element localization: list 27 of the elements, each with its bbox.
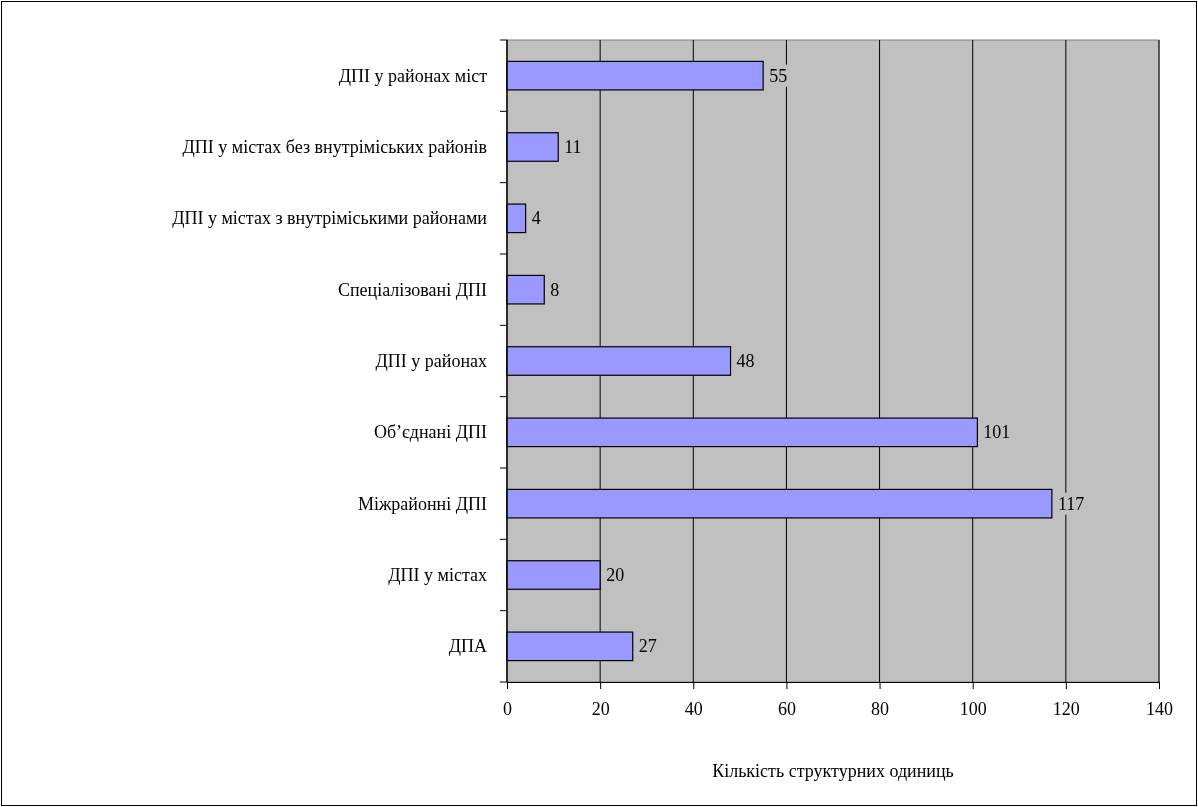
x-tick-label: 20 (591, 699, 610, 720)
data-label: 27 (638, 636, 657, 657)
y-tick-label: ДПІ у містах без внутріміських районів (182, 137, 487, 157)
y-tick-label: Міжрайонні ДПІ (357, 493, 487, 514)
x-tick-label: 80 (871, 699, 890, 720)
data-label: 55 (769, 65, 788, 86)
data-label: 48 (736, 351, 755, 371)
data-label: 117 (1057, 493, 1085, 514)
x-tick-label: 120 (1052, 699, 1080, 720)
x-tick-label: 100 (959, 699, 987, 720)
x-tick-label: 40 (684, 699, 703, 720)
y-tick-label: Спеціалізовані ДПІ (337, 279, 487, 300)
data-label: 101 (983, 422, 1011, 443)
data-label: 11 (564, 137, 582, 157)
x-tick-label: 60 (777, 699, 796, 720)
y-tick-label: ДПІ у містах з внутріміськими районами (172, 208, 488, 229)
data-label: 20 (606, 565, 625, 585)
x-tick-label: 0 (503, 699, 512, 720)
y-tick-label: ДПІ у містах (388, 565, 487, 585)
y-tick-label: ДПА (448, 636, 487, 657)
y-tick-label: Об’єднані ДПІ (373, 422, 488, 443)
data-label: 8 (550, 279, 560, 300)
x-axis-title: Кількість структурних одиниць (712, 761, 954, 781)
y-tick-label: ДПІ у районах (375, 351, 487, 371)
data-label: 4 (531, 208, 541, 229)
x-tick-label: 140 (1146, 699, 1173, 720)
y-tick-label: ДПІ у районах міст (338, 65, 488, 86)
